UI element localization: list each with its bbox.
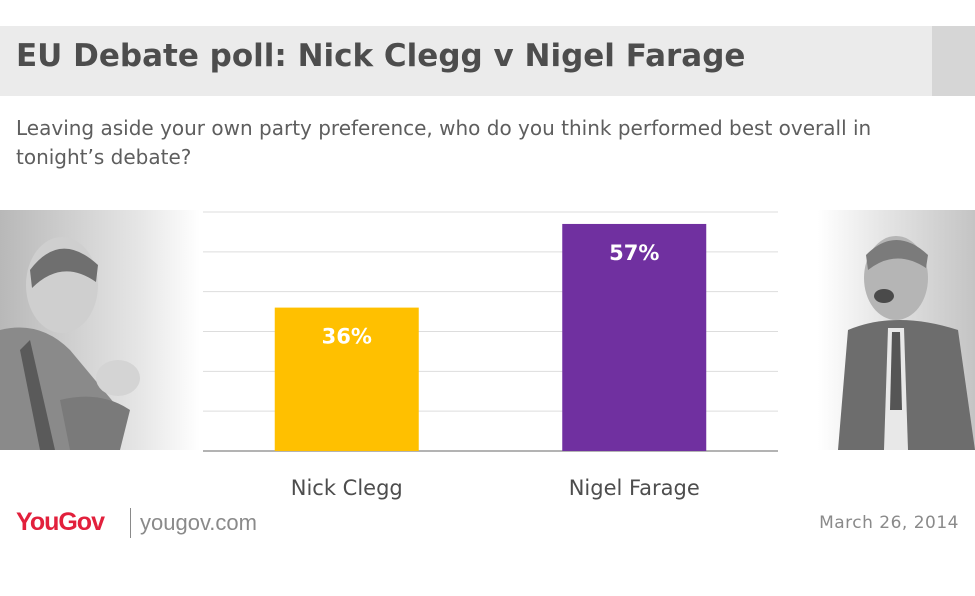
footer-site[interactable]: yougov.com bbox=[140, 510, 257, 535]
title-bar bbox=[0, 26, 932, 96]
value-labels: 36% 57% bbox=[322, 241, 660, 349]
bars bbox=[274, 223, 707, 451]
value-label: 36% bbox=[322, 325, 372, 349]
chart-subtitle: Leaving aside your own party preference,… bbox=[16, 116, 872, 169]
footer-date: March 26, 2014 bbox=[819, 513, 959, 533]
bar-nigel-farage bbox=[562, 223, 707, 451]
yougov-logo: YouGov bbox=[16, 508, 105, 536]
footer-separator bbox=[130, 508, 131, 538]
category-labels: Nick Clegg Nigel Farage bbox=[291, 476, 700, 500]
page-title: EU Debate poll: Nick Clegg v Nigel Farag… bbox=[16, 38, 746, 74]
category-label: Nick Clegg bbox=[291, 476, 403, 500]
bar-nick-clegg bbox=[274, 307, 419, 451]
nigel-farage-photo bbox=[818, 210, 975, 450]
title-accent bbox=[932, 26, 975, 96]
category-label: Nigel Farage bbox=[569, 476, 700, 500]
nick-clegg-photo bbox=[0, 210, 200, 450]
value-label: 57% bbox=[609, 241, 659, 265]
